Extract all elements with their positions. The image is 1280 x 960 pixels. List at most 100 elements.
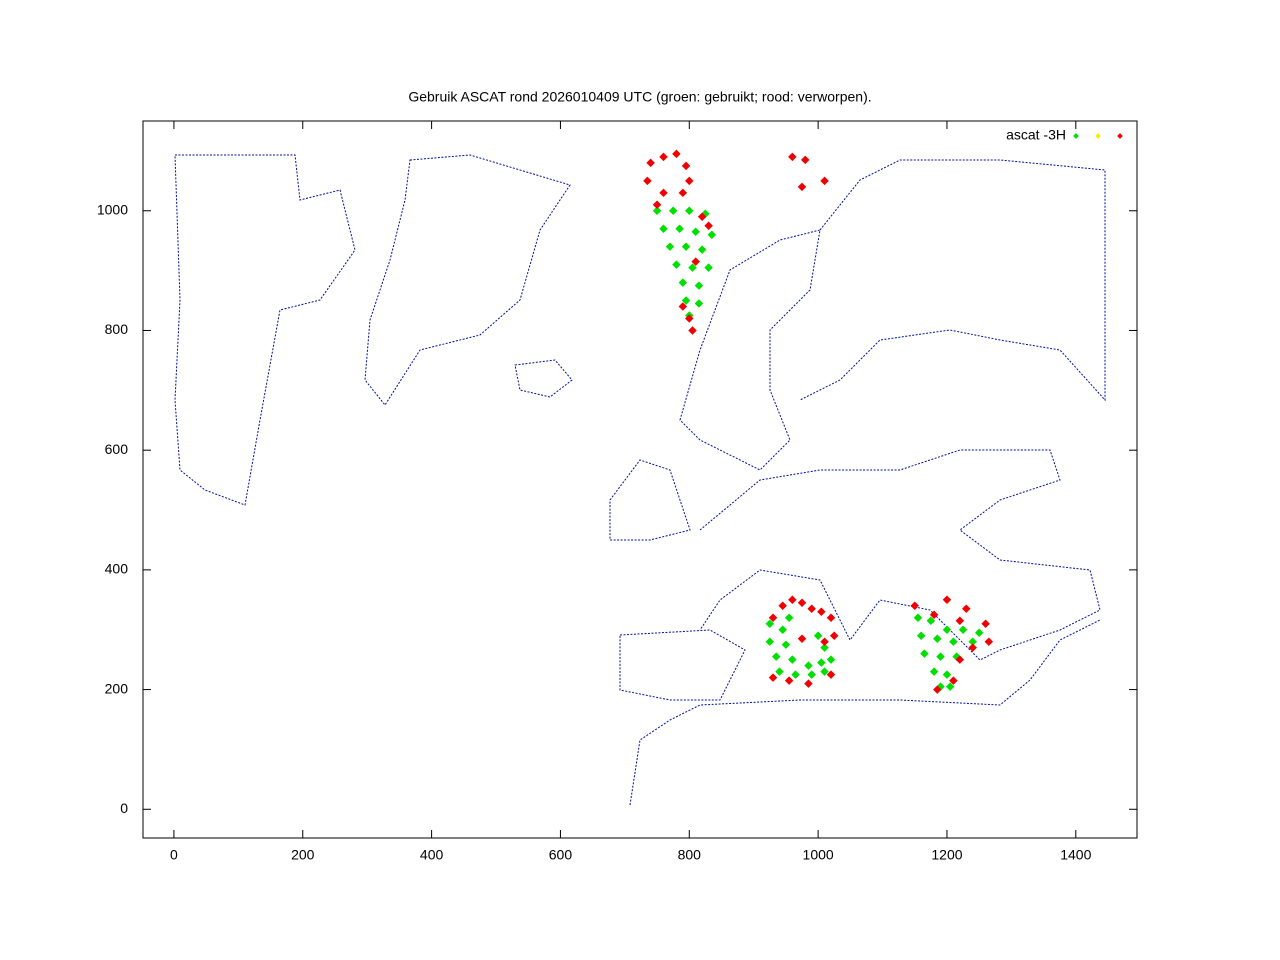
- data-point: [807, 604, 816, 614]
- data-point: [678, 302, 688, 311]
- data-point: [800, 155, 810, 165]
- data-point: [681, 242, 691, 251]
- data-point: [929, 610, 939, 620]
- data-point: [788, 655, 797, 664]
- data-point: [688, 326, 697, 335]
- data-point: [646, 158, 655, 168]
- data-point: [668, 206, 678, 216]
- data-point: [910, 601, 919, 611]
- data-point: [926, 616, 936, 625]
- data-point: [797, 634, 807, 643]
- chart-title: Gebruik ASCAT rond 2026010409 UTC (groen…: [408, 89, 871, 105]
- data-point: [945, 682, 955, 691]
- data-point: [981, 619, 990, 628]
- data-point: [781, 640, 791, 649]
- data-point: [820, 667, 829, 676]
- data-point: [685, 314, 694, 323]
- x-tick-label: 0: [170, 847, 178, 863]
- data-point: [942, 595, 952, 605]
- data-point: [643, 176, 652, 186]
- data-point: [688, 263, 697, 272]
- data-point: [691, 227, 700, 236]
- y-tick-label: 1000: [97, 201, 128, 217]
- data-point: [962, 604, 971, 614]
- data-point: [826, 613, 836, 622]
- data-point: [913, 613, 923, 622]
- data-point: [665, 242, 675, 251]
- x-tick-label: 200: [291, 847, 315, 863]
- data-point: [984, 637, 994, 646]
- x-tick-label: 1400: [1060, 847, 1091, 863]
- y-tick-label: 600: [105, 441, 129, 457]
- data-point: [791, 670, 800, 679]
- x-tick-label: 600: [549, 847, 573, 863]
- data-point: [955, 616, 965, 625]
- data-point: [958, 625, 968, 634]
- data-point: [772, 652, 781, 661]
- y-tick-label: 0: [120, 800, 128, 816]
- data-point: [968, 637, 977, 646]
- data-point: [788, 595, 797, 605]
- data-point: [707, 230, 717, 239]
- legend-label: ascat -3H: [1006, 127, 1066, 143]
- data-point: [675, 224, 684, 233]
- data-point: [817, 658, 826, 667]
- data-point: [765, 637, 775, 646]
- data-point: [681, 161, 691, 171]
- data-point: [797, 598, 807, 608]
- data-point: [652, 200, 662, 210]
- data-point: [784, 676, 794, 685]
- data-point: [826, 655, 836, 664]
- y-tick-label: 400: [105, 561, 129, 577]
- data-point: [813, 631, 823, 640]
- data-point: [672, 260, 681, 269]
- map-coastlines: [174, 154, 1106, 806]
- data-point: [929, 667, 939, 676]
- data-point: [778, 601, 787, 611]
- data-point: [949, 676, 958, 685]
- data-point: [681, 296, 691, 305]
- data-point: [704, 263, 713, 272]
- data-point: [788, 152, 797, 162]
- data-point: [920, 649, 929, 658]
- data-point: [659, 224, 668, 233]
- data-point: [768, 673, 778, 682]
- data-point: [829, 631, 839, 640]
- data-point: [936, 652, 945, 661]
- x-tick-label: 1200: [931, 847, 962, 863]
- data-point: [968, 643, 977, 652]
- data-point: [775, 667, 784, 676]
- y-tick-label: 200: [105, 680, 129, 696]
- data-point: [694, 299, 704, 308]
- data-point: [820, 637, 829, 646]
- data-point: [704, 221, 713, 230]
- data-point: [826, 670, 836, 679]
- data-point: [659, 152, 668, 162]
- x-tick-label: 400: [420, 847, 444, 863]
- data-point: [817, 607, 826, 617]
- y-tick-label: 800: [105, 321, 129, 337]
- data-point: [804, 661, 813, 670]
- data-point: [797, 182, 807, 192]
- data-point: [685, 176, 694, 186]
- data-point: [804, 679, 813, 688]
- data-point: [697, 245, 707, 254]
- data-point: [784, 613, 794, 622]
- data-point: [949, 637, 958, 646]
- data-point: [765, 619, 775, 628]
- data-point: [659, 188, 668, 198]
- data-point: [672, 149, 681, 159]
- data-point: [933, 634, 942, 643]
- data-point: [678, 278, 688, 287]
- data-point: [807, 670, 816, 679]
- legend-symbol: [1073, 133, 1079, 139]
- data-point: [678, 188, 688, 198]
- data-point: [942, 670, 952, 679]
- data-point: [691, 257, 700, 266]
- legend-symbol: [1117, 133, 1123, 139]
- x-tick-label: 800: [678, 847, 702, 863]
- legend-symbol: [1095, 133, 1101, 139]
- data-point: [685, 206, 694, 216]
- data-point: [933, 685, 942, 694]
